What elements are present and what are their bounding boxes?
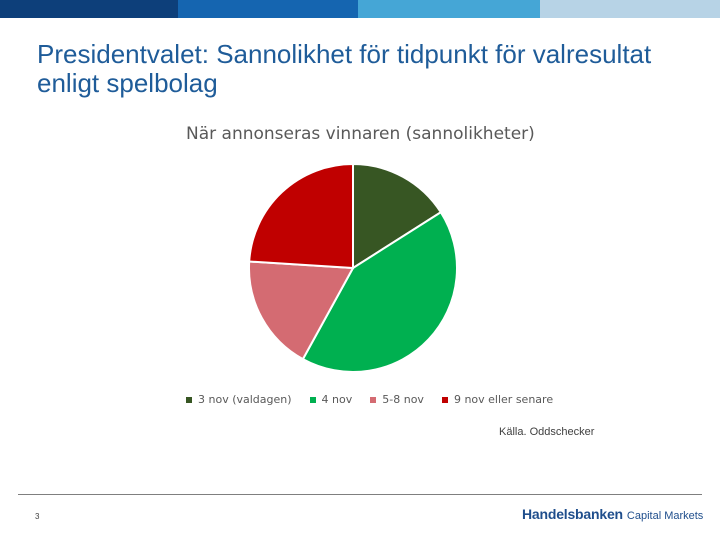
brand-subtitle: Capital Markets xyxy=(626,510,704,522)
legend-swatch-2 xyxy=(309,396,316,403)
legend-label-2: 4 nov xyxy=(321,393,353,406)
legend-label-1: 3 nov (valdagen) xyxy=(198,393,292,406)
legend-swatch-4 xyxy=(441,396,448,403)
chart-legend: 3 nov (valdagen) 4 nov 5-8 nov 9 nov eller … xyxy=(186,393,553,406)
legend-item-3: 5-8 nov xyxy=(370,393,424,406)
legend-label-4: 9 nov eller senare xyxy=(453,393,554,406)
pie-slice-4 xyxy=(248,162,354,270)
pie-chart xyxy=(248,162,458,373)
legend-swatch-3 xyxy=(370,396,377,403)
top-color-bar xyxy=(0,0,720,18)
top-bar-segment-2 xyxy=(178,0,358,18)
brand-name: Handelsbanken xyxy=(522,506,623,522)
top-bar-segment-1 xyxy=(0,0,178,18)
top-bar-segment-3 xyxy=(358,0,540,18)
chart-title: När annonseras vinnaren (sannolikheter) xyxy=(186,124,535,144)
legend-label-3: 5-8 nov xyxy=(382,393,424,406)
pie-slice-1 xyxy=(352,162,443,270)
footer-divider xyxy=(18,494,702,495)
top-bar-segment-4 xyxy=(540,0,720,18)
legend-item-2: 4 nov xyxy=(309,393,353,406)
slide-title: Presidentvalet: Sannolikhet för tidpunkt… xyxy=(37,39,652,98)
legend-item-4: 9 nov eller senare xyxy=(441,393,554,406)
source-note: Källa. Oddschecker xyxy=(499,426,595,438)
pie-slice-3 xyxy=(248,260,355,361)
page-number: 3 xyxy=(35,512,40,521)
legend-item-1: 3 nov (valdagen) xyxy=(186,393,292,406)
brand-logo: Handelsbanken Capital Markets xyxy=(522,506,703,522)
pie-slice-2 xyxy=(301,210,458,373)
legend-swatch-1 xyxy=(186,396,192,403)
